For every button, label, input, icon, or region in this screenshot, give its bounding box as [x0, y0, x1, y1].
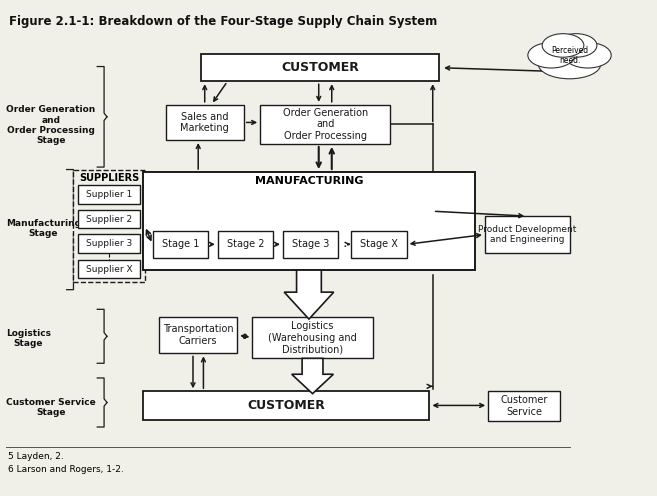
FancyBboxPatch shape [78, 260, 139, 278]
Text: Manufacturing
Stage: Manufacturing Stage [6, 219, 81, 238]
Text: Figure 2.1-1: Breakdown of the Four-Stage Supply Chain System: Figure 2.1-1: Breakdown of the Four-Stag… [9, 15, 438, 28]
Text: Customer
Service: Customer Service [500, 395, 548, 417]
FancyBboxPatch shape [143, 391, 430, 420]
Polygon shape [284, 270, 334, 319]
FancyBboxPatch shape [143, 172, 475, 270]
FancyBboxPatch shape [488, 391, 560, 421]
FancyBboxPatch shape [202, 54, 440, 81]
Text: Order Generation
and
Order Processing
Stage: Order Generation and Order Processing St… [6, 105, 95, 145]
Text: Customer Service
Stage: Customer Service Stage [6, 398, 96, 417]
FancyBboxPatch shape [78, 185, 139, 204]
FancyBboxPatch shape [260, 105, 390, 144]
FancyBboxPatch shape [152, 231, 208, 258]
Text: Transportation
Carriers: Transportation Carriers [163, 324, 233, 346]
Ellipse shape [542, 34, 584, 57]
Text: Product Development
and Engineering: Product Development and Engineering [478, 225, 576, 244]
Text: CUSTOMER: CUSTOMER [281, 62, 359, 74]
Text: Order Generation
and
Order Processing: Order Generation and Order Processing [283, 108, 368, 141]
Text: MANUFACTURING: MANUFACTURING [255, 176, 363, 186]
Text: Supplier X: Supplier X [85, 264, 132, 274]
Text: Supplier 3: Supplier 3 [86, 239, 132, 248]
Text: Perceived
need.: Perceived need. [551, 46, 588, 65]
Text: Stage 2: Stage 2 [227, 240, 264, 249]
FancyBboxPatch shape [78, 234, 139, 253]
Text: Logistics
(Warehousing and
Distribution): Logistics (Warehousing and Distribution) [268, 321, 357, 354]
Text: 6 Larson and Rogers, 1-2.: 6 Larson and Rogers, 1-2. [8, 465, 124, 474]
Text: Stage 3: Stage 3 [292, 240, 329, 249]
FancyBboxPatch shape [351, 231, 407, 258]
FancyBboxPatch shape [78, 210, 139, 228]
FancyBboxPatch shape [485, 216, 570, 253]
FancyBboxPatch shape [166, 105, 244, 140]
Text: Stage X: Stage X [360, 240, 398, 249]
Text: 5 Layden, 2.: 5 Layden, 2. [8, 451, 64, 460]
FancyBboxPatch shape [73, 170, 145, 282]
FancyBboxPatch shape [283, 231, 338, 258]
Ellipse shape [555, 34, 597, 57]
Text: CUSTOMER: CUSTOMER [247, 399, 325, 412]
Ellipse shape [538, 50, 600, 79]
Text: SUPPLIERS: SUPPLIERS [79, 174, 139, 184]
Text: Logistics
Stage: Logistics Stage [6, 329, 51, 348]
FancyBboxPatch shape [159, 316, 237, 354]
Text: Stage 1: Stage 1 [162, 240, 199, 249]
Text: Supplier 2: Supplier 2 [86, 215, 132, 224]
Polygon shape [292, 358, 333, 394]
FancyBboxPatch shape [252, 316, 373, 358]
FancyBboxPatch shape [217, 231, 273, 258]
Ellipse shape [564, 43, 611, 68]
Text: Sales and
Marketing: Sales and Marketing [181, 112, 229, 133]
Text: Supplier 1: Supplier 1 [86, 190, 132, 199]
Ellipse shape [528, 43, 575, 68]
